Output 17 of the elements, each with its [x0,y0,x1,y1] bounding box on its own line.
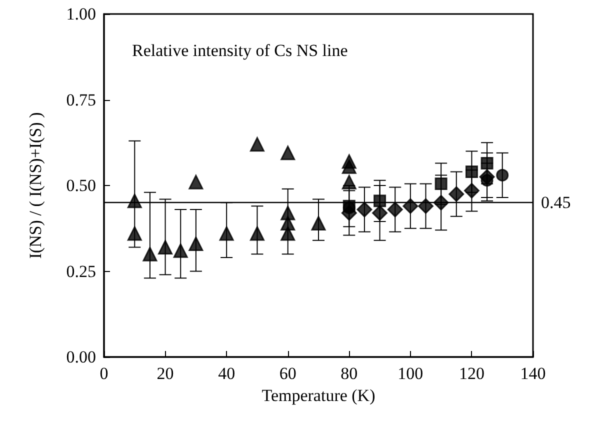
ref-line-label: 0.45 [541,193,571,212]
x-tick-label: 20 [156,364,174,383]
y-tick-label: 0.75 [66,90,96,110]
x-tick-label: 0 [100,364,108,383]
y-tick-label: 0.25 [66,262,96,281]
x-axis-title: Temperature (K) [262,386,376,405]
y-tick-label: 1.00 [66,4,96,24]
y-tick-label: 0.50 [66,176,96,195]
y-tick-label: 0.00 [66,348,96,366]
x-tick-label: 140 [520,364,546,383]
x-tick-label: 40 [218,364,236,383]
y-axis-title: I(NS) / ( I(NS)+I(S) ) [26,112,45,259]
x-tick-label: 60 [279,364,296,383]
annotation: Relative intensity of Cs NS line [132,41,348,60]
x-tick-label: 100 [398,364,424,383]
x-tick-label: 80 [340,364,358,383]
x-tick-label: 120 [458,364,484,383]
